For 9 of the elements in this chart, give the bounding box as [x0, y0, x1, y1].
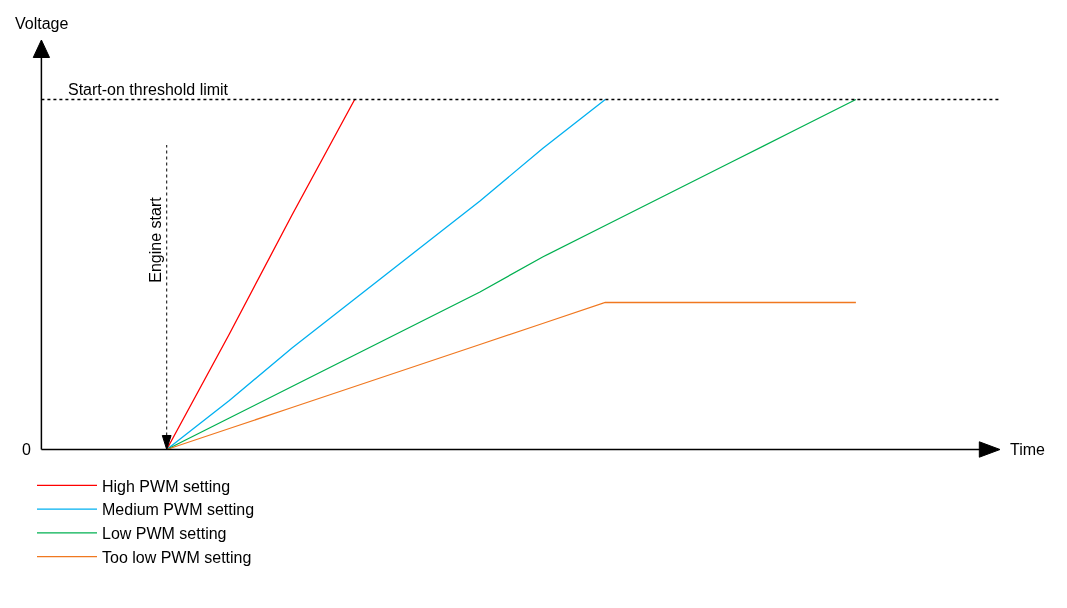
legend-label: Too low PWM setting — [102, 548, 252, 566]
x-axis-title: Time — [1010, 441, 1046, 458]
ref-line-label: Start-on threshold limit — [68, 81, 229, 98]
text: 0 — [22, 441, 31, 458]
legend-label: Medium PWM setting — [102, 501, 255, 519]
annotation: Engine start — [146, 196, 164, 283]
y-axis-title: Voltage — [15, 15, 69, 32]
legend-label: Low PWM setting — [102, 525, 227, 543]
legend-label: High PWM setting — [102, 477, 231, 495]
